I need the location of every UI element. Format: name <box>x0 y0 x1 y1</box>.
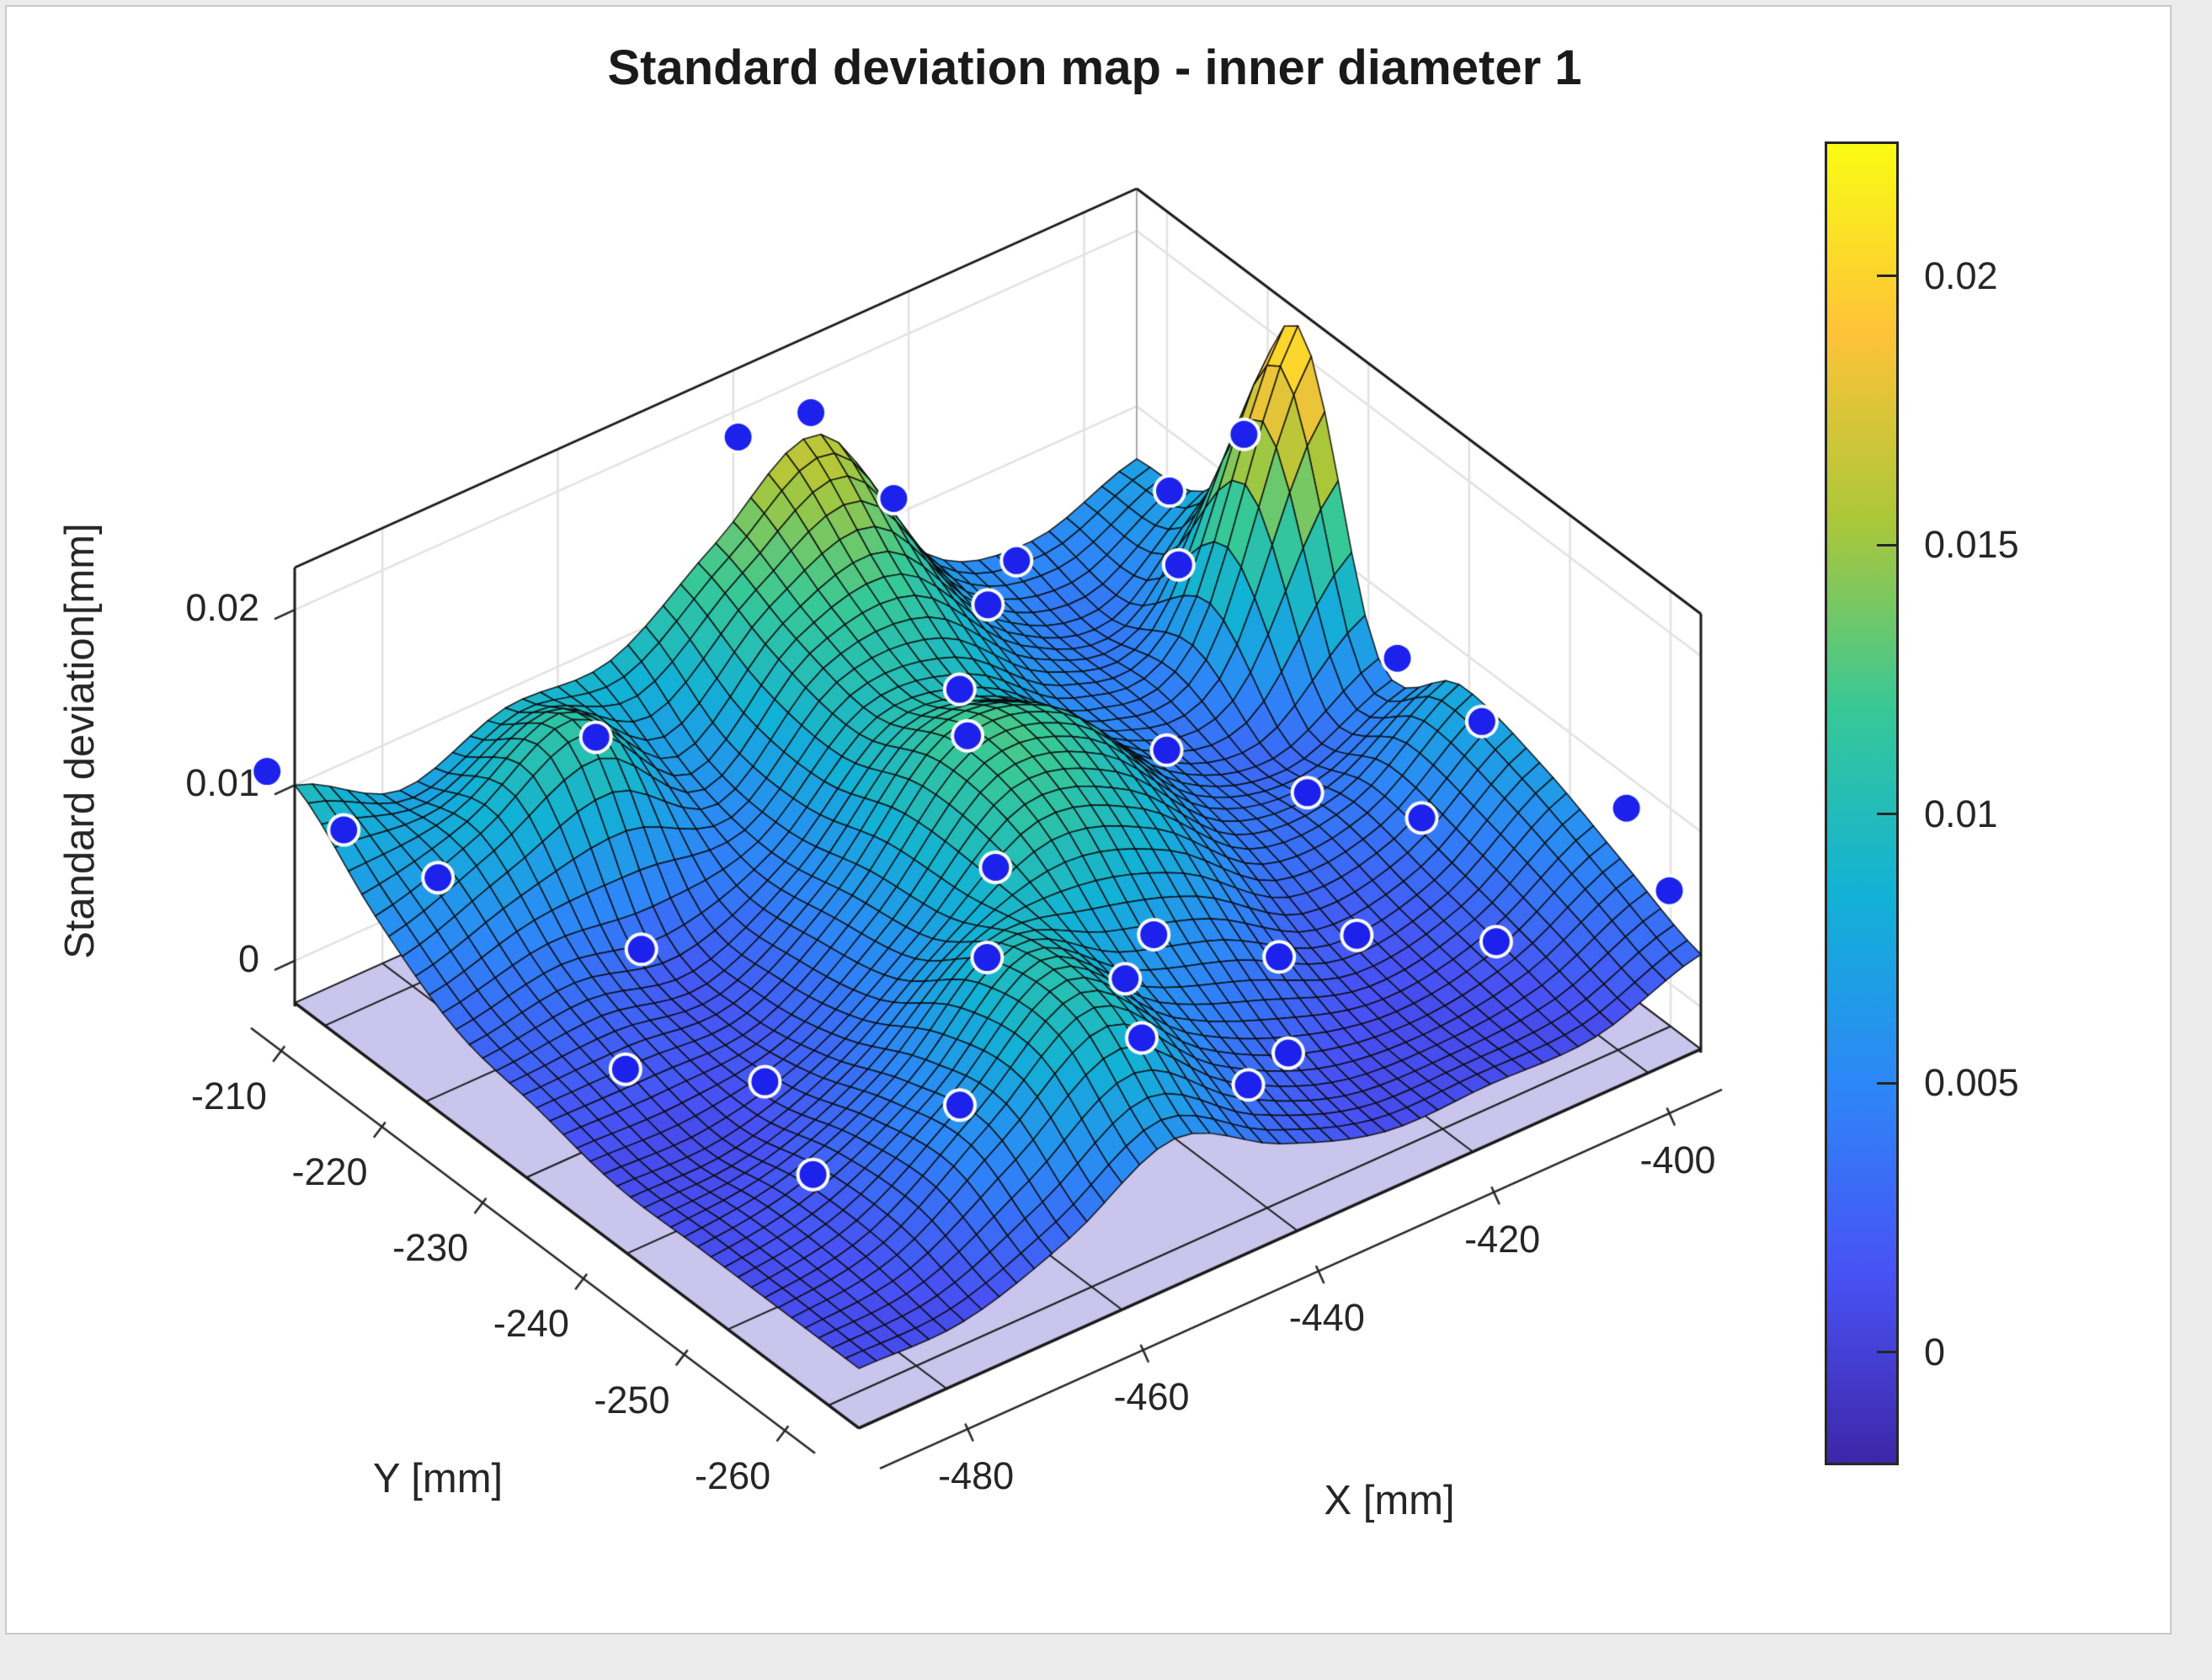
colorbar-tick <box>1877 543 1899 547</box>
colorbar <box>1825 141 1899 1465</box>
colorbar-tick <box>1877 813 1899 816</box>
y-axis-label: Y [mm] <box>372 1456 504 1501</box>
x-tick-label: -440 <box>1288 1296 1365 1340</box>
z-tick-label: 0 <box>237 936 259 980</box>
y-tick-label: -250 <box>594 1378 670 1421</box>
x-axis-label: X [mm] <box>1324 1478 1455 1523</box>
x-tick-label: -480 <box>938 1453 1015 1497</box>
colorbar-tick-label: 0.005 <box>1924 1061 2019 1105</box>
x-tick-label: -420 <box>1464 1217 1541 1261</box>
colorbar-tick <box>1877 1081 1899 1085</box>
z-tick-label: 0.01 <box>185 761 259 805</box>
z-tick-label: 0.02 <box>185 586 259 630</box>
colorbar-tick-label: 0.01 <box>1924 792 1998 835</box>
chart-title: Standard deviation map - inner diameter … <box>607 40 1582 95</box>
y-tick-label: -220 <box>291 1150 368 1194</box>
colorbar-tick-label: 0.015 <box>1924 523 2019 567</box>
y-tick-label: -230 <box>392 1226 469 1270</box>
y-tick-label: -210 <box>190 1074 267 1117</box>
y-tick-label: -260 <box>695 1453 771 1497</box>
z-axis-label: Standard deviation[mm] <box>57 523 103 959</box>
colorbar-tick <box>1877 1351 1899 1354</box>
x-tick-label: -460 <box>1113 1375 1190 1419</box>
y-tick-label: -240 <box>493 1302 569 1346</box>
colorbar-tick-label: 0 <box>1924 1330 1946 1373</box>
colorbar-tick <box>1877 275 1899 278</box>
colorbar-tick-label: 0.02 <box>1924 253 1998 297</box>
x-tick-label: -400 <box>1639 1138 1716 1181</box>
